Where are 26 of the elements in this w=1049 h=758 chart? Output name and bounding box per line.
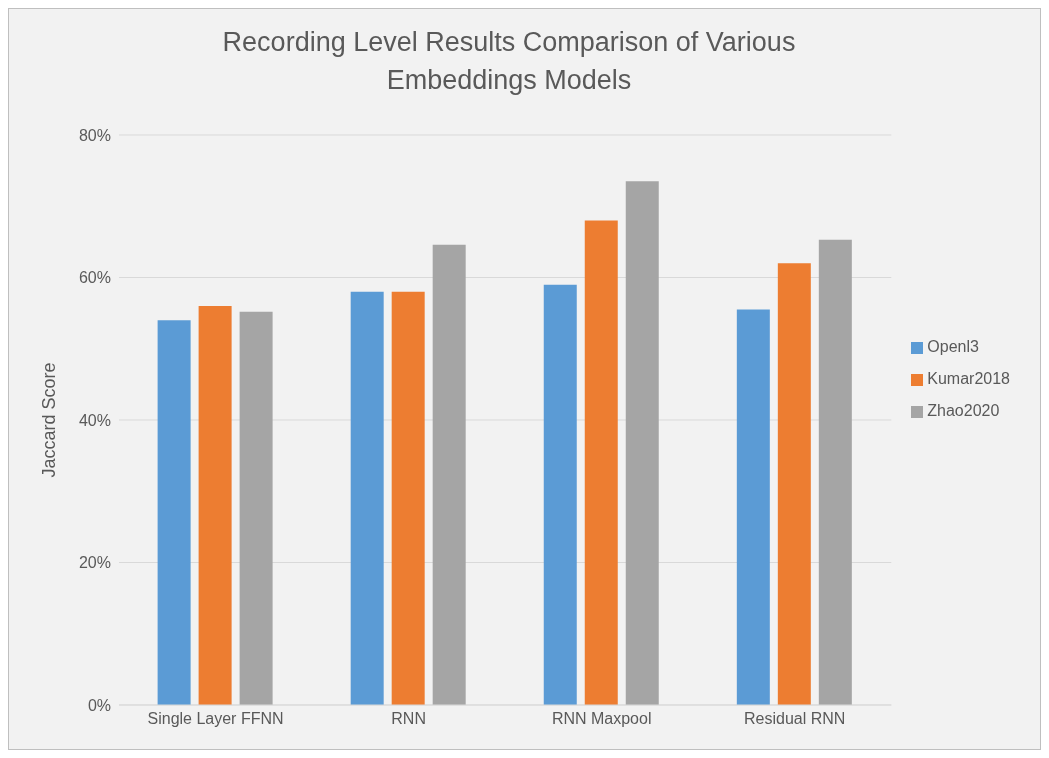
chart-title: Recording Level Results Comparison of Various Embeddings Models <box>221 26 797 97</box>
bar <box>625 181 659 705</box>
bar <box>391 291 425 705</box>
bar <box>157 320 191 705</box>
bar <box>350 291 384 705</box>
x-tick-label: RNN <box>391 710 426 728</box>
bar <box>584 220 618 705</box>
y-tick-label: 80% <box>78 126 111 144</box>
legend-label: Kumar2018 <box>927 370 1010 387</box>
bar <box>198 306 232 705</box>
x-tick-label: Residual RNN <box>744 710 846 728</box>
bar <box>543 284 577 705</box>
legend-label: Openl3 <box>927 338 979 355</box>
bar <box>432 244 466 705</box>
y-tick-label: 40% <box>78 411 111 429</box>
legend-label: Zhao2020 <box>927 402 1000 419</box>
y-axis-title: Jaccard Score <box>39 362 60 478</box>
bar <box>777 263 811 705</box>
bar <box>736 309 770 705</box>
y-tick-label: 60% <box>78 269 111 287</box>
y-tick-label: 20% <box>78 554 111 572</box>
bar <box>239 311 273 705</box>
x-tick-label: RNN Maxpool <box>551 710 652 728</box>
x-tick-label: Single Layer FFNN <box>147 710 284 728</box>
y-tick-label: 0% <box>87 696 111 714</box>
bar <box>818 239 852 705</box>
